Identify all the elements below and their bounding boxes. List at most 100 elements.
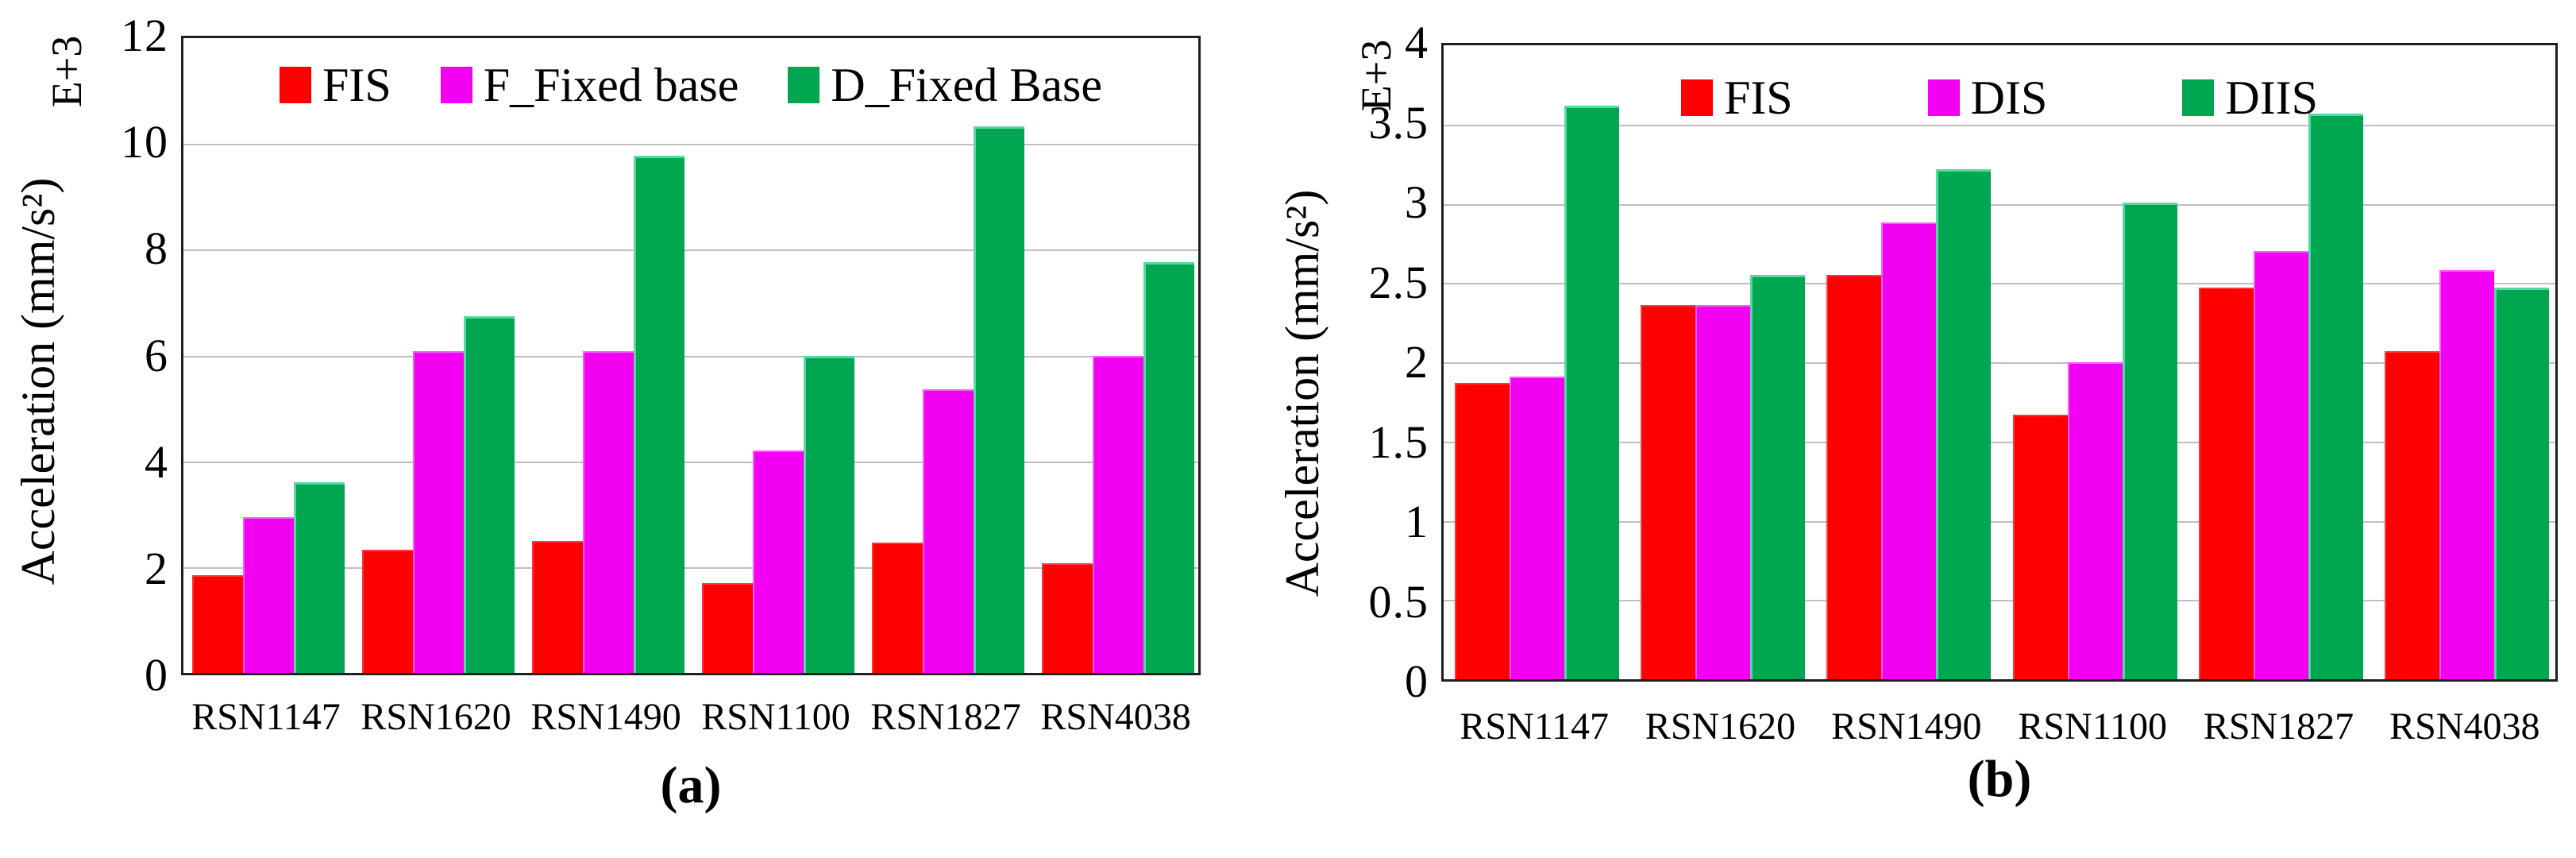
bar-a-FIS-RSN1827 <box>872 543 923 673</box>
y-tick-label-a-4: 4 <box>145 435 168 488</box>
bar-a-D_Fixed Base-RSN1147 <box>294 482 345 673</box>
x-tick-label-b-RSN4038: RSN4038 <box>2389 705 2540 748</box>
x-tick-label-a-RSN4038: RSN4038 <box>1040 696 1191 738</box>
bar-b-DIIS-RSN1490 <box>1936 168 1992 679</box>
gridline-b-1 <box>1444 520 2555 523</box>
bar-b-FIS-RSN1100 <box>2012 414 2068 679</box>
x-tick-label-a-RSN1827: RSN1827 <box>870 696 1021 738</box>
gridline-b-1.5 <box>1444 441 2555 443</box>
bar-a-D_Fixed Base-RSN1827 <box>974 126 1024 673</box>
bar-group-a-RSN1490 <box>523 38 693 673</box>
gridline-b-2.5 <box>1444 283 2555 285</box>
bar-b-DIIS-RSN1620 <box>1749 275 1805 679</box>
bar-a-D_Fixed Base-RSN4038 <box>1143 262 1194 673</box>
y-tick-label-b-3.5: 3.5 <box>1368 96 1429 149</box>
legend-item-b-DIIS: DIIS <box>2182 72 2318 124</box>
caption-a: (a) <box>660 756 722 814</box>
bar-group-b-RSN1620 <box>1629 45 1815 679</box>
bar-b-DIS-RSN1490 <box>1881 222 1937 679</box>
y-tick-label-b-1.5: 1.5 <box>1368 415 1429 468</box>
gridline-b-3 <box>1444 203 2555 206</box>
gridline-b-0.5 <box>1444 600 2555 602</box>
bar-a-F_Fixed base-RSN4038 <box>1093 355 1143 673</box>
gridline-a-2 <box>183 566 1198 569</box>
x-tick-label-a-RSN1490: RSN1490 <box>530 696 681 738</box>
legend-label-b-DIIS: DIIS <box>2225 72 2319 124</box>
legend-label-a-FIS: FIS <box>322 59 391 111</box>
legend-label-b-DIS: DIS <box>1970 72 2048 124</box>
y-tick-label-a-8: 8 <box>145 222 168 275</box>
bar-a-D_Fixed Base-RSN1490 <box>634 155 684 673</box>
bar-a-F_Fixed base-RSN1827 <box>923 389 974 673</box>
bar-a-F_Fixed base-RSN1147 <box>243 516 294 673</box>
y-tick-label-b-0: 0 <box>1405 655 1429 707</box>
y-tick-label-b-3: 3 <box>1405 176 1429 228</box>
bar-a-FIS-RSN4038 <box>1042 563 1093 673</box>
legend-item-a-D_Fixed Base: D_Fixed Base <box>788 59 1102 111</box>
x-tick-label-a-RSN1620: RSN1620 <box>361 696 511 738</box>
plot-area-b <box>1441 43 2558 682</box>
bar-b-DIIS-RSN1147 <box>1564 105 1619 679</box>
legend-item-b-DIS: DIS <box>1927 72 2048 124</box>
bar-b-DIS-RSN1827 <box>2253 251 2308 679</box>
x-tick-label-b-RSN1620: RSN1620 <box>1645 705 1796 748</box>
bar-a-F_Fixed base-RSN1100 <box>753 450 804 673</box>
bar-group-b-RSN4038 <box>2374 45 2560 679</box>
plot-area-a <box>181 36 1201 675</box>
x-tick-label-a-RSN1147: RSN1147 <box>191 696 341 738</box>
gridline-a-10 <box>183 144 1198 146</box>
bar-b-DIIS-RSN4038 <box>2494 288 2550 679</box>
legend-label-a-D_Fixed Base: D_Fixed Base <box>831 59 1102 111</box>
legend-swatch-icon-b-DIS <box>1927 79 1960 116</box>
y-tick-label-a-6: 6 <box>145 329 168 381</box>
x-tick-label-a-RSN1100: RSN1100 <box>701 696 850 738</box>
x-tick-label-b-RSN1100: RSN1100 <box>2018 705 2167 748</box>
bar-group-b-RSN1147 <box>1444 45 1629 679</box>
x-tick-label-b-RSN1490: RSN1490 <box>1831 705 1982 748</box>
bar-b-FIS-RSN4038 <box>2385 351 2440 679</box>
bar-a-FIS-RSN1620 <box>362 549 413 673</box>
bar-b-DIS-RSN1620 <box>1695 305 1750 679</box>
bar-a-FIS-RSN1490 <box>532 540 583 673</box>
gridline-b-3.5 <box>1444 124 2555 126</box>
bar-a-F_Fixed base-RSN1620 <box>413 351 464 673</box>
y-tick-label-b-2.5: 2.5 <box>1368 256 1429 308</box>
legend-label-a-F_Fixed base: F_Fixed base <box>483 59 739 111</box>
bar-group-a-RSN1620 <box>353 38 523 673</box>
gridline-a-6 <box>183 355 1198 358</box>
legend-swatch-icon-a-FIS <box>279 67 311 103</box>
bar-b-DIS-RSN4038 <box>2439 270 2495 679</box>
bar-group-b-RSN1100 <box>2002 45 2188 679</box>
y-tick-label-a-10: 10 <box>121 116 168 168</box>
bar-a-FIS-RSN1147 <box>192 574 243 673</box>
legend-item-a-F_Fixed base: F_Fixed base <box>440 59 739 111</box>
y-tick-label-a-12: 12 <box>121 10 168 61</box>
legend-a: FIS F_Fixed base D_Fixed Base <box>181 54 1201 116</box>
bar-group-a-RSN1100 <box>693 38 863 673</box>
bar-a-D_Fixed Base-RSN1620 <box>464 316 515 673</box>
x-tick-label-b-RSN1827: RSN1827 <box>2203 705 2354 748</box>
gridline-a-8 <box>183 249 1198 252</box>
bar-a-D_Fixed Base-RSN1100 <box>804 355 854 673</box>
bar-b-DIS-RSN1147 <box>1509 376 1564 679</box>
caption-b: (b) <box>1967 750 2032 808</box>
legend-swatch-icon-b-DIIS <box>2182 79 2215 116</box>
gridline-b-2 <box>1444 362 2555 364</box>
bar-group-b-RSN1490 <box>1816 45 2002 679</box>
legend-swatch-icon-b-FIS <box>1680 79 1713 116</box>
x-tick-label-b-RSN1147: RSN1147 <box>1460 705 1609 748</box>
y-tick-label-a-0: 0 <box>145 649 168 701</box>
bar-b-FIS-RSN1620 <box>1640 305 1695 679</box>
legend-item-a-FIS: FIS <box>279 59 391 111</box>
y-tick-label-b-2: 2 <box>1405 336 1429 388</box>
bar-b-DIS-RSN1100 <box>2067 362 2123 679</box>
bar-group-a-RSN1147 <box>183 38 353 673</box>
bar-group-b-RSN1827 <box>2188 45 2374 679</box>
legend-b: FIS DIS DIIS <box>1441 67 2558 129</box>
bar-a-F_Fixed base-RSN1490 <box>583 350 634 673</box>
bar-b-DIIS-RSN1827 <box>2308 113 2363 679</box>
gridline-a-4 <box>183 461 1198 463</box>
